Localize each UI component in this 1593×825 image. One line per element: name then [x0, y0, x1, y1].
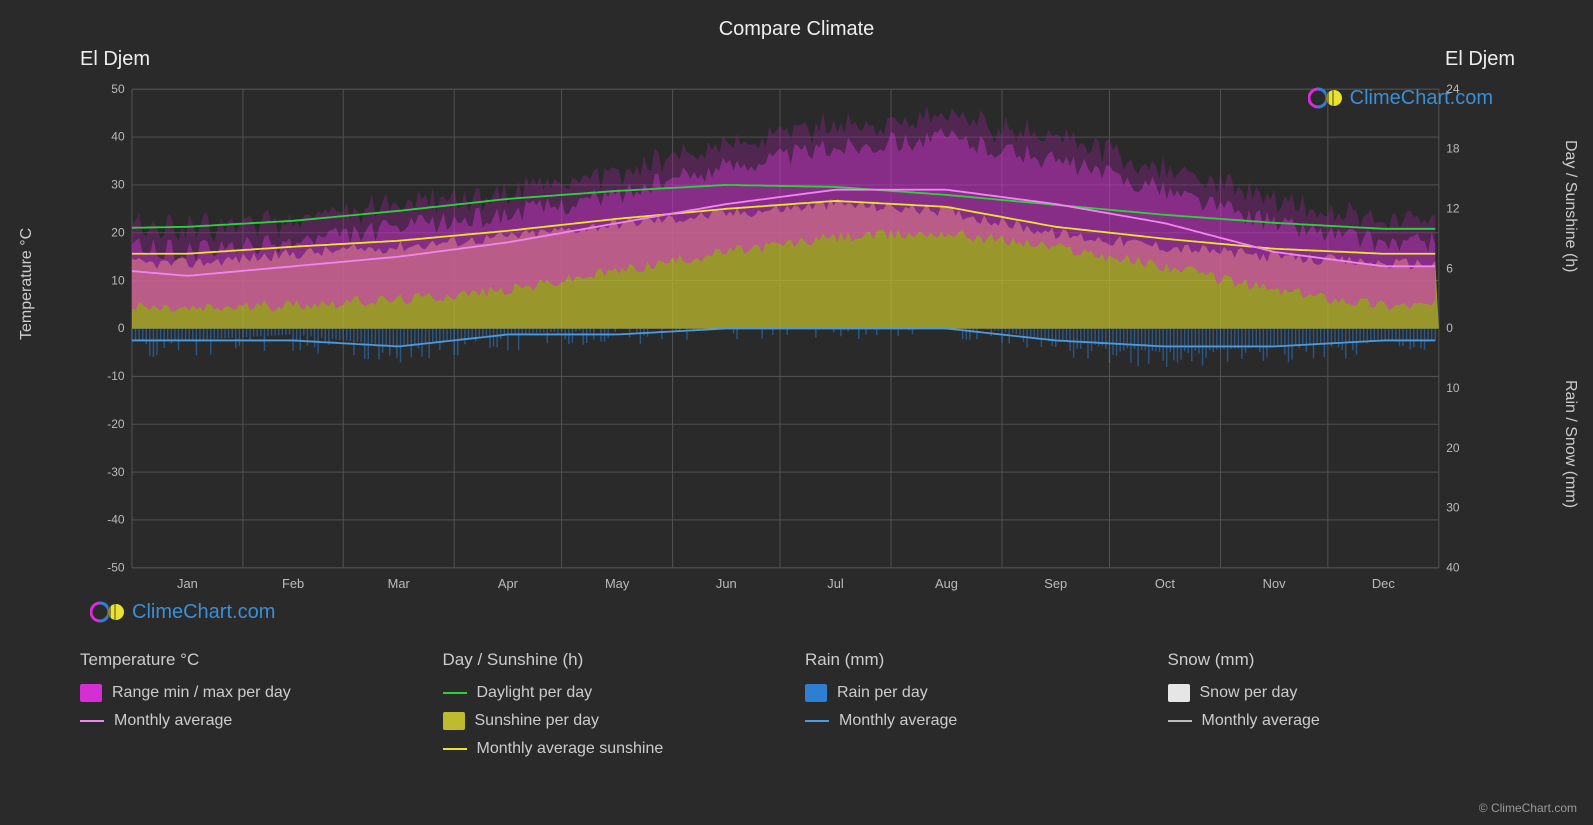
legend-item: Sunshine per day	[443, 712, 776, 730]
svg-text:40: 40	[1446, 560, 1460, 574]
svg-text:Sep: Sep	[1044, 576, 1067, 591]
svg-text:Jan: Jan	[177, 576, 198, 591]
legend-col-snow: Snow (mm) Snow per day Monthly average	[1168, 650, 1501, 758]
legend-col-daysun: Day / Sunshine (h) Daylight per day Suns…	[443, 650, 776, 758]
svg-text:50: 50	[111, 82, 125, 96]
svg-text:-40: -40	[107, 513, 125, 527]
svg-text:0: 0	[118, 321, 125, 335]
legend-label: Sunshine per day	[475, 712, 600, 730]
copyright: © ClimeChart.com	[1479, 801, 1577, 815]
svg-text:20: 20	[1446, 441, 1460, 455]
legend-label: Monthly average	[1202, 712, 1320, 730]
swatch-line-icon	[443, 692, 467, 694]
legend-label: Range min / max per day	[112, 684, 291, 702]
svg-text:-10: -10	[107, 369, 125, 383]
legend-item: Monthly average sunshine	[443, 740, 776, 758]
legend-label: Monthly average	[839, 712, 957, 730]
legend-item: Monthly average	[805, 712, 1138, 730]
svg-text:6: 6	[1446, 261, 1453, 275]
svg-text:May: May	[605, 576, 630, 591]
svg-text:12: 12	[1446, 202, 1460, 216]
legend-label: Monthly average sunshine	[477, 740, 664, 758]
legend-item: Daylight per day	[443, 684, 776, 702]
swatch-line-icon	[80, 720, 104, 722]
legend-item: Monthly average	[80, 712, 413, 730]
legend-col-temperature: Temperature °C Range min / max per day M…	[80, 650, 413, 758]
legend-label: Monthly average	[114, 712, 232, 730]
svg-text:Jun: Jun	[716, 576, 737, 591]
y-left-axis-label: Temperature °C	[18, 228, 36, 340]
legend-label: Daylight per day	[477, 684, 593, 702]
svg-text:0: 0	[1446, 321, 1453, 335]
legend-head: Rain (mm)	[805, 650, 1138, 670]
svg-text:18: 18	[1446, 142, 1460, 156]
svg-text:10: 10	[1446, 381, 1460, 395]
legend-label: Rain per day	[837, 684, 928, 702]
svg-text:-20: -20	[107, 417, 125, 431]
legend: Temperature °C Range min / max per day M…	[80, 650, 1500, 758]
watermark-text: ClimeChart.com	[132, 601, 275, 624]
svg-text:Nov: Nov	[1263, 576, 1286, 591]
swatch-icon	[805, 684, 827, 702]
y-right-axis-label-top: Day / Sunshine (h)	[1561, 140, 1579, 273]
climechart-logo-icon	[1308, 86, 1344, 110]
svg-text:10: 10	[111, 273, 125, 287]
svg-text:40: 40	[111, 130, 125, 144]
svg-text:Mar: Mar	[388, 576, 411, 591]
watermark-top: ClimeChart.com	[1308, 86, 1493, 110]
watermark-bottom: ClimeChart.com	[90, 600, 275, 624]
swatch-line-icon	[805, 720, 829, 722]
chart-plot-area: -50-40-30-20-100102030405006121824102030…	[80, 80, 1500, 600]
legend-item: Snow per day	[1168, 684, 1501, 702]
legend-item: Monthly average	[1168, 712, 1501, 730]
legend-head: Snow (mm)	[1168, 650, 1501, 670]
svg-text:Aug: Aug	[935, 576, 958, 591]
svg-text:30: 30	[111, 178, 125, 192]
y-right-axis-label-bot: Rain / Snow (mm)	[1561, 380, 1579, 508]
svg-text:Apr: Apr	[498, 576, 519, 591]
climechart-logo-icon	[90, 600, 126, 624]
svg-text:20: 20	[111, 225, 125, 239]
chart-svg: -50-40-30-20-100102030405006121824102030…	[80, 80, 1500, 600]
swatch-line-icon	[1168, 720, 1192, 722]
location-right: El Djem	[1445, 48, 1515, 71]
legend-head: Day / Sunshine (h)	[443, 650, 776, 670]
svg-text:-30: -30	[107, 465, 125, 479]
legend-head: Temperature °C	[80, 650, 413, 670]
swatch-icon	[80, 684, 102, 702]
location-left: El Djem	[80, 48, 150, 71]
swatch-icon	[443, 712, 465, 730]
svg-text:30: 30	[1446, 501, 1460, 515]
svg-text:Jul: Jul	[827, 576, 843, 591]
legend-item: Rain per day	[805, 684, 1138, 702]
legend-col-rain: Rain (mm) Rain per day Monthly average	[805, 650, 1138, 758]
svg-text:-50: -50	[107, 560, 125, 574]
legend-label: Snow per day	[1200, 684, 1298, 702]
svg-text:Feb: Feb	[282, 576, 304, 591]
svg-text:Oct: Oct	[1155, 576, 1175, 591]
chart-title: Compare Climate	[0, 0, 1593, 41]
legend-item: Range min / max per day	[80, 684, 413, 702]
watermark-text: ClimeChart.com	[1350, 87, 1493, 110]
svg-text:Dec: Dec	[1372, 576, 1395, 591]
swatch-line-icon	[443, 748, 467, 750]
swatch-icon	[1168, 684, 1190, 702]
